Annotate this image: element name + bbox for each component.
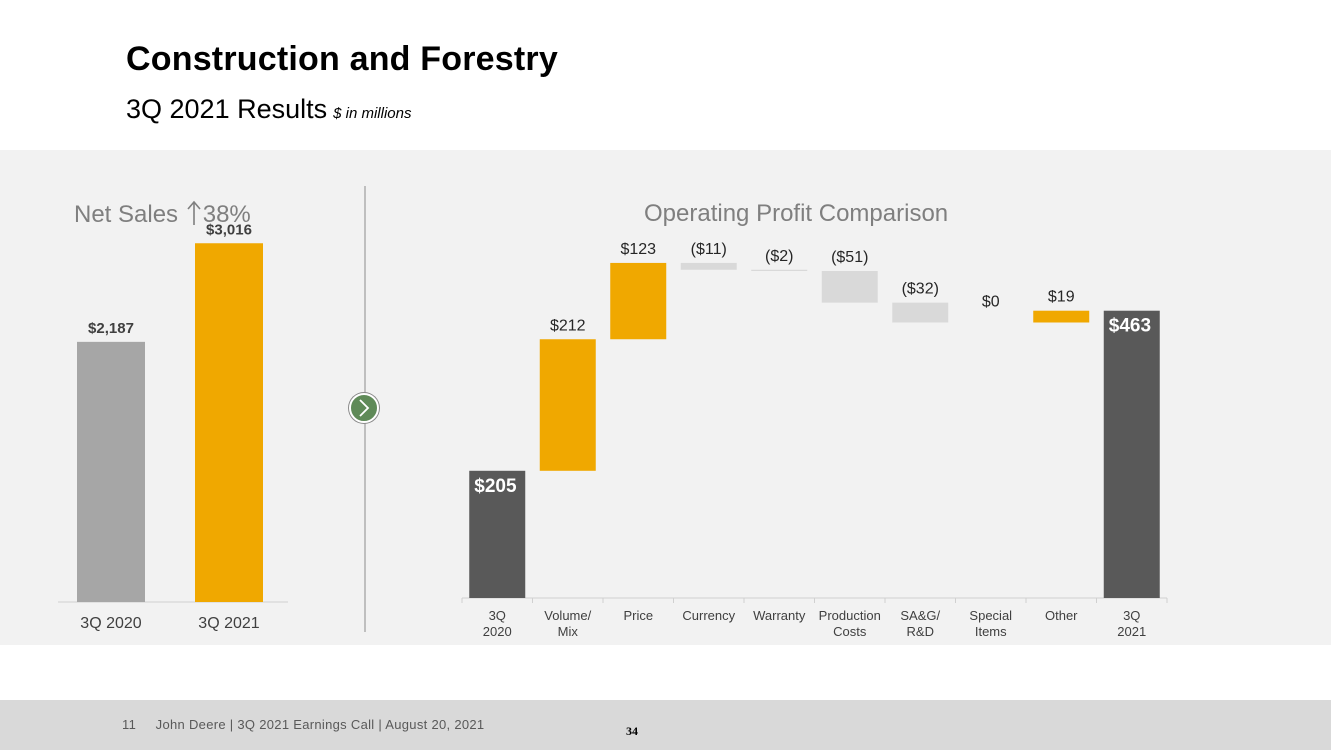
sales-data-label: $2,187 <box>88 320 134 337</box>
sales-bar <box>77 341 145 602</box>
waterfall-bar <box>1103 310 1160 598</box>
waterfall-data-label: $123 <box>620 241 656 258</box>
slide-number: 11 <box>122 717 137 732</box>
waterfall-data-label: $212 <box>550 317 586 334</box>
waterfall-data-label: $0 <box>982 293 1000 310</box>
net-sales-growth: 38% <box>202 201 251 228</box>
x-tick-label: Mix <box>558 624 579 639</box>
page-number: 34 <box>626 724 638 738</box>
waterfall-data-label: ($51) <box>831 249 868 266</box>
net-sales-title: Net Sales 38% <box>74 200 251 233</box>
x-tick-label: Price <box>623 608 653 623</box>
waterfall-data-label: $19 <box>1048 289 1075 306</box>
x-tick-label: 3Q <box>489 608 506 623</box>
x-tick-label: Volume/ <box>544 608 591 623</box>
x-tick-label: Costs <box>833 624 867 639</box>
chevron-right-icon <box>358 399 370 417</box>
x-tick-label: 3Q 2021 <box>198 615 259 632</box>
waterfall-bar <box>610 262 667 340</box>
sales-bar <box>195 243 263 602</box>
x-tick-label: Currency <box>682 608 735 623</box>
waterfall-data-label: ($32) <box>902 281 939 298</box>
units-note: $ in millions <box>333 105 412 122</box>
subtitle-text: 3Q 2021 Results <box>126 94 328 124</box>
waterfall-bar <box>821 270 878 303</box>
x-tick-label: 2021 <box>1117 624 1146 639</box>
next-button[interactable] <box>349 393 379 423</box>
operating-profit-title: Operating Profit Comparison <box>644 200 949 227</box>
waterfall-data-label: $463 <box>1109 316 1151 337</box>
waterfall-bar <box>680 262 737 270</box>
waterfall-data-label: ($11) <box>691 241 727 258</box>
footer-caption: John Deere | 3Q 2021 Earnings Call | Aug… <box>155 717 485 732</box>
waterfall-bar <box>539 339 596 471</box>
x-tick-label: 3Q <box>1123 608 1140 623</box>
waterfall-bar <box>1033 310 1090 323</box>
net-sales-title-label: Net Sales <box>74 201 179 228</box>
waterfall-data-label: ($2) <box>765 248 793 265</box>
x-tick-label: 3Q 2020 <box>80 615 141 632</box>
x-tick-label: SA&G/ <box>900 608 940 623</box>
sales-data-label: $3,016 <box>206 221 252 238</box>
x-tick-label: Warranty <box>753 608 806 623</box>
x-tick-label: R&D <box>907 624 934 639</box>
up-arrow-icon <box>187 200 201 233</box>
waterfall-bar <box>892 302 949 323</box>
x-tick-label: Other <box>1045 608 1078 623</box>
x-tick-label: Items <box>975 624 1007 639</box>
x-tick-label: 2020 <box>483 624 512 639</box>
slide-title: Construction and Forestry <box>126 40 558 78</box>
waterfall-bar <box>751 269 808 271</box>
waterfall-data-label: $205 <box>474 476 517 497</box>
footer-text: 11 John Deere | 3Q 2021 Earnings Call | … <box>122 717 484 732</box>
waterfall-bar <box>469 470 526 598</box>
slide-subtitle: 3Q 2021 Results $ in millions <box>126 94 412 125</box>
footer-bar <box>0 700 1331 750</box>
x-tick-label: Production <box>819 608 881 623</box>
x-tick-label: Special <box>969 608 1012 623</box>
